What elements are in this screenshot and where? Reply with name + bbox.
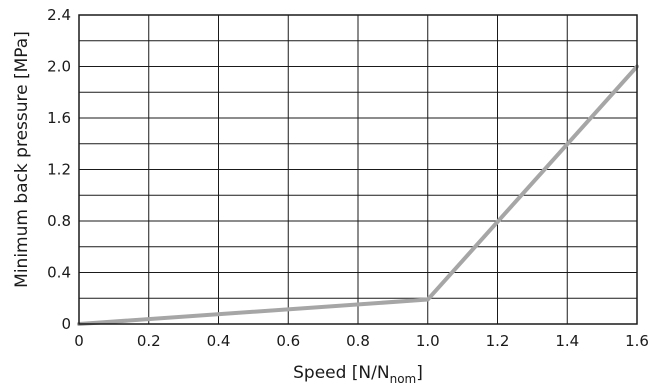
y-tick-label: 1.2 bbox=[47, 161, 71, 179]
x-tick-label: 0.6 bbox=[276, 332, 300, 350]
y-tick-label: 2.4 bbox=[47, 6, 71, 24]
x-axis-title: Speed [N/Nnom] bbox=[293, 363, 423, 386]
x-tick-label: 0 bbox=[74, 332, 84, 350]
x-tick-label: 0.4 bbox=[207, 332, 231, 350]
y-tick-label: 0.4 bbox=[47, 264, 71, 282]
y-tick-label: 0 bbox=[61, 315, 71, 333]
y-tick-label: 2.0 bbox=[47, 58, 71, 76]
x-tick-label: 1.0 bbox=[416, 332, 440, 350]
x-tick-label: 1.6 bbox=[625, 332, 649, 350]
y-tick-labels: 0 0.4 0.8 1.2 1.6 2.0 2.4 bbox=[47, 6, 71, 333]
series-line-1 bbox=[77, 64, 639, 326]
x-tick-label: 0.8 bbox=[346, 332, 370, 350]
grid bbox=[79, 15, 637, 324]
series-layer bbox=[77, 64, 639, 326]
x-tick-label: 1.2 bbox=[486, 332, 510, 350]
y-tick-label: 1.6 bbox=[47, 109, 71, 127]
x-tick-label: 1.4 bbox=[555, 332, 579, 350]
plot-frame bbox=[78, 14, 638, 325]
x-tick-labels: 0 0.2 0.4 0.6 0.8 1.0 1.2 1.4 1.6 bbox=[74, 332, 649, 350]
y-tick-label: 0.8 bbox=[47, 212, 71, 230]
x-tick-label: 0.2 bbox=[137, 332, 161, 350]
y-axis-title: Minimum back pressure [MPa] bbox=[12, 31, 32, 288]
